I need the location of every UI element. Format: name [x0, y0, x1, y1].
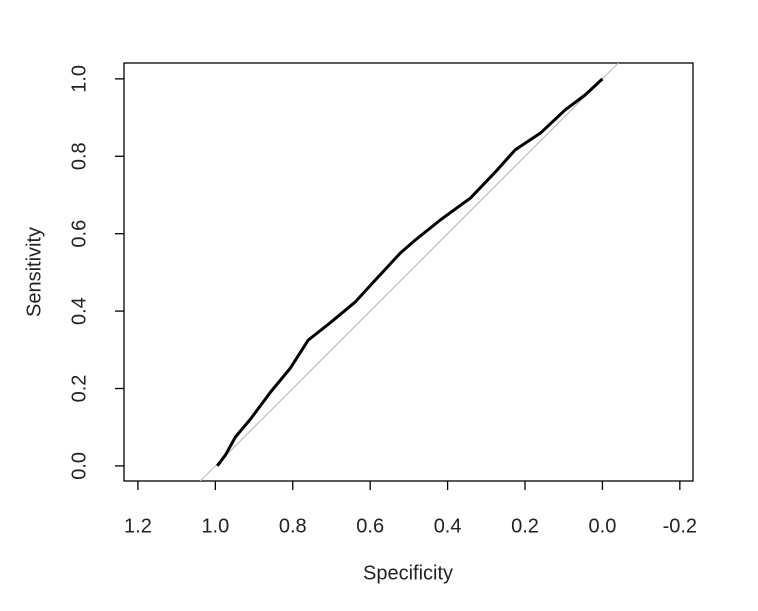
roc-curve	[216, 77, 604, 467]
x-tick-label: -0.2	[663, 515, 697, 537]
x-tick-label: 0.6	[356, 515, 384, 537]
x-tick-label: 0.4	[434, 515, 462, 537]
plot-box	[123, 62, 694, 482]
x-axis-label: Specificity	[363, 562, 453, 584]
x-tick-label: 0.8	[279, 515, 307, 537]
y-axis-label: Sensitivity	[23, 227, 45, 317]
reference-line	[199, 63, 619, 481]
y-tick-label: 1.0	[68, 65, 90, 93]
x-tick-label: 1.0	[201, 515, 229, 537]
x-tick-label: 1.2	[124, 515, 152, 537]
y-tick-label: 0.4	[68, 297, 90, 325]
y-tick-label: 0.2	[68, 375, 90, 403]
y-tick-label: 0.0	[68, 452, 90, 480]
y-tick-label: 0.6	[68, 220, 90, 248]
x-tick-label: 0.0	[589, 515, 617, 537]
x-tick-label: 0.2	[511, 515, 539, 537]
y-tick-label: 0.8	[68, 142, 90, 170]
